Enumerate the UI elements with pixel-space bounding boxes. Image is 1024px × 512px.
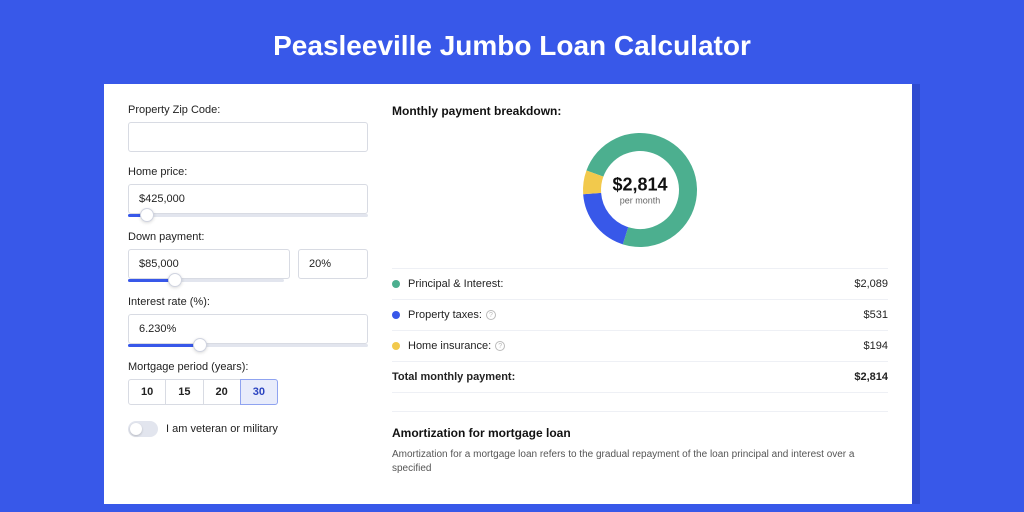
legend-label: Principal & Interest: <box>408 278 854 290</box>
veteran-row: I am veteran or military <box>128 421 368 437</box>
legend-value: $194 <box>864 340 888 352</box>
legend-value: $2,089 <box>854 278 888 290</box>
period-buttons: 10152030 <box>128 379 368 405</box>
home-price-label: Home price: <box>128 166 368 178</box>
legend-dot <box>392 311 400 319</box>
breakdown-title: Monthly payment breakdown: <box>392 104 888 118</box>
donut-value: $2,814 <box>612 175 667 196</box>
down-payment-amount-input[interactable] <box>128 249 290 279</box>
interest-group: Interest rate (%): <box>128 296 368 347</box>
zip-label: Property Zip Code: <box>128 104 368 116</box>
interest-input[interactable] <box>128 314 368 344</box>
period-group: Mortgage period (years): 10152030 <box>128 361 368 405</box>
home-price-group: Home price: <box>128 166 368 217</box>
info-icon[interactable]: ? <box>495 341 505 351</box>
down-payment-label: Down payment: <box>128 231 368 243</box>
slider-thumb[interactable] <box>193 338 207 352</box>
legend-dot <box>392 280 400 288</box>
legend-total-row: Total monthly payment:$2,814 <box>392 362 888 393</box>
down-payment-group: Down payment: <box>128 231 368 282</box>
legend-row: Home insurance:?$194 <box>392 331 888 362</box>
donut-sub: per month <box>612 196 667 206</box>
legend-value: $531 <box>864 309 888 321</box>
home-price-slider[interactable] <box>128 214 368 217</box>
veteran-label: I am veteran or military <box>166 423 278 435</box>
inputs-column: Property Zip Code: Home price: Down paym… <box>128 104 368 484</box>
down-payment-pct-input[interactable] <box>298 249 368 279</box>
period-btn-15[interactable]: 15 <box>165 379 203 405</box>
slider-thumb[interactable] <box>140 208 154 222</box>
period-btn-30[interactable]: 30 <box>240 379 278 405</box>
card-shadow: Property Zip Code: Home price: Down paym… <box>104 84 920 504</box>
legend-row: Property taxes:?$531 <box>392 300 888 331</box>
period-label: Mortgage period (years): <box>128 361 368 373</box>
amortization-text: Amortization for a mortgage loan refers … <box>392 448 888 476</box>
amortization-title: Amortization for mortgage loan <box>392 426 888 440</box>
home-price-input[interactable] <box>128 184 368 214</box>
down-payment-slider[interactable] <box>128 279 284 282</box>
legend-label: Home insurance:? <box>408 340 864 352</box>
donut-center: $2,814 per month <box>612 175 667 206</box>
total-value: $2,814 <box>854 371 888 383</box>
period-btn-10[interactable]: 10 <box>128 379 166 405</box>
legend-row: Principal & Interest:$2,089 <box>392 269 888 300</box>
toggle-knob <box>130 423 142 435</box>
info-icon[interactable]: ? <box>486 310 496 320</box>
slider-thumb[interactable] <box>168 273 182 287</box>
interest-slider[interactable] <box>128 344 368 347</box>
breakdown-column: Monthly payment breakdown: $2,814 per mo… <box>392 104 888 484</box>
period-btn-20[interactable]: 20 <box>203 379 241 405</box>
legend: Principal & Interest:$2,089Property taxe… <box>392 268 888 393</box>
veteran-toggle[interactable] <box>128 421 158 437</box>
zip-field-group: Property Zip Code: <box>128 104 368 152</box>
calculator-card: Property Zip Code: Home price: Down paym… <box>104 84 912 504</box>
total-label: Total monthly payment: <box>392 371 854 383</box>
legend-label: Property taxes:? <box>408 309 864 321</box>
donut-chart: $2,814 per month <box>392 130 888 250</box>
legend-dot <box>392 342 400 350</box>
zip-input[interactable] <box>128 122 368 152</box>
amortization-section: Amortization for mortgage loan Amortizat… <box>392 411 888 476</box>
page-title: Peasleeville Jumbo Loan Calculator <box>0 0 1024 84</box>
interest-label: Interest rate (%): <box>128 296 368 308</box>
